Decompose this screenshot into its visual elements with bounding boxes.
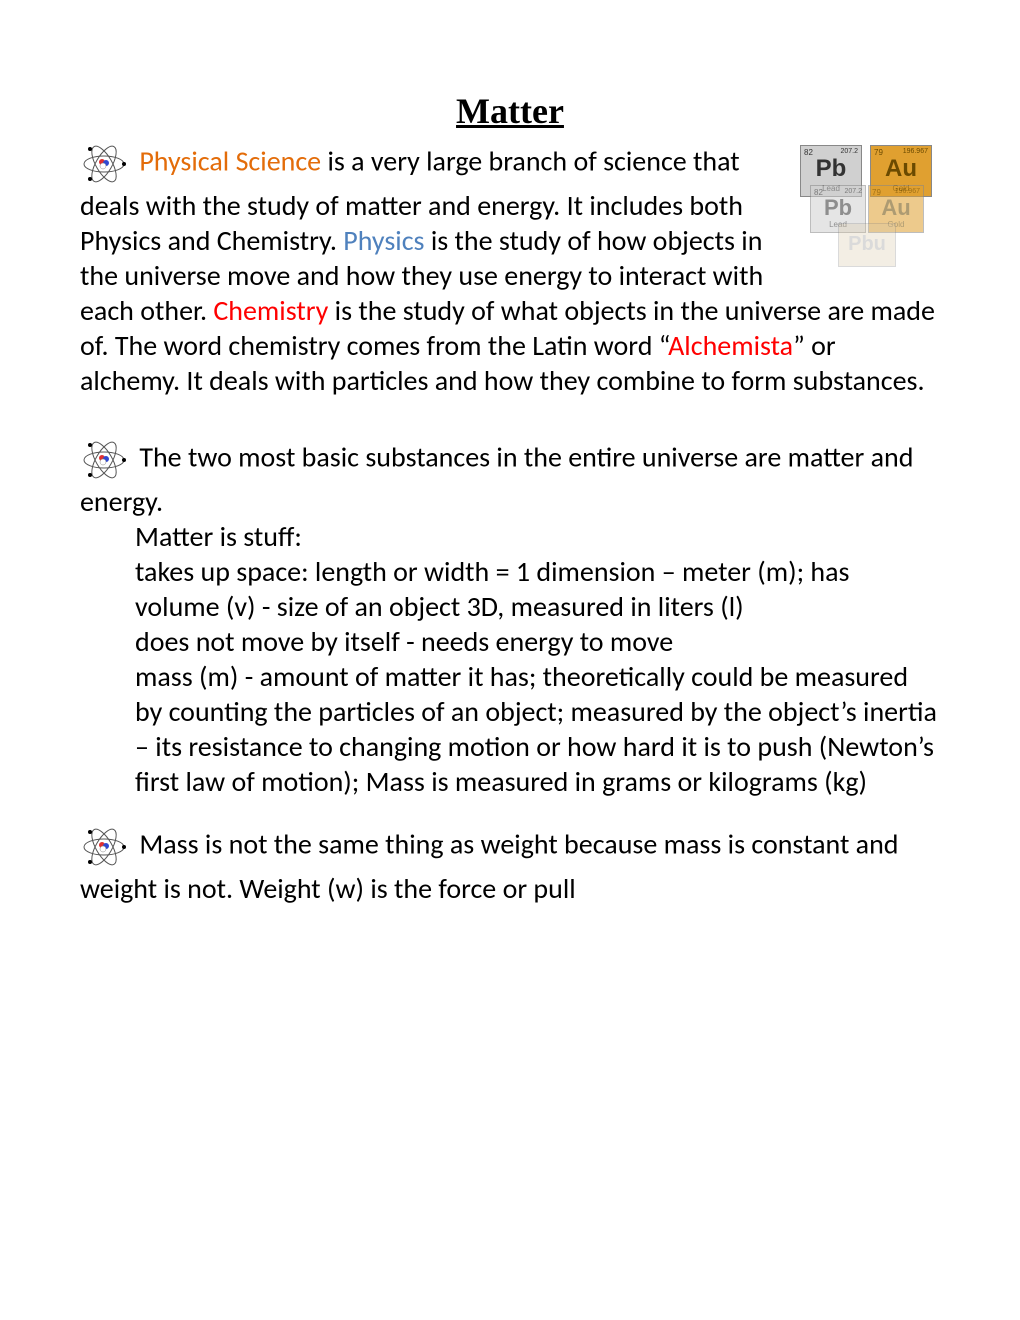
paragraph-1: 82207.2PbLead79196.967AuGold82207.2PbLea… <box>80 140 940 398</box>
text-span: Mass is not the same thing as weight bec… <box>80 827 899 906</box>
list-item: mass (m) - amount of matter it has; theo… <box>135 659 940 799</box>
atom-icon <box>80 436 128 484</box>
document-page: Matter 82207.2PbLead79196.967AuGold82207… <box>0 0 1020 1320</box>
list-item: Matter is stuff: <box>135 519 940 554</box>
list-item: does not move by itself - needs energy t… <box>135 624 940 659</box>
paragraph-3: Mass is not the same thing as weight bec… <box>80 823 940 906</box>
atom-icon <box>80 140 128 188</box>
matter-list: Matter is stuff: takes up space: length … <box>135 519 940 799</box>
paragraph-2: The two most basic substances in the ent… <box>80 436 940 799</box>
page-title: Matter <box>80 90 940 132</box>
term-chemistry: Chemistry <box>213 293 328 328</box>
term-physical-science: Physical Science <box>139 144 321 179</box>
periodic-elements-image: 82207.2PbLead79196.967AuGold82207.2PbLea… <box>800 145 940 285</box>
term-alchemista: Alchemista <box>668 328 793 363</box>
term-physics: Physics <box>343 223 424 258</box>
atom-icon <box>80 823 128 871</box>
text-span: The two most basic substances in the ent… <box>80 440 913 519</box>
element-tile: Pbu <box>838 223 896 267</box>
list-item: takes up space: length or width = 1 dime… <box>135 554 940 624</box>
